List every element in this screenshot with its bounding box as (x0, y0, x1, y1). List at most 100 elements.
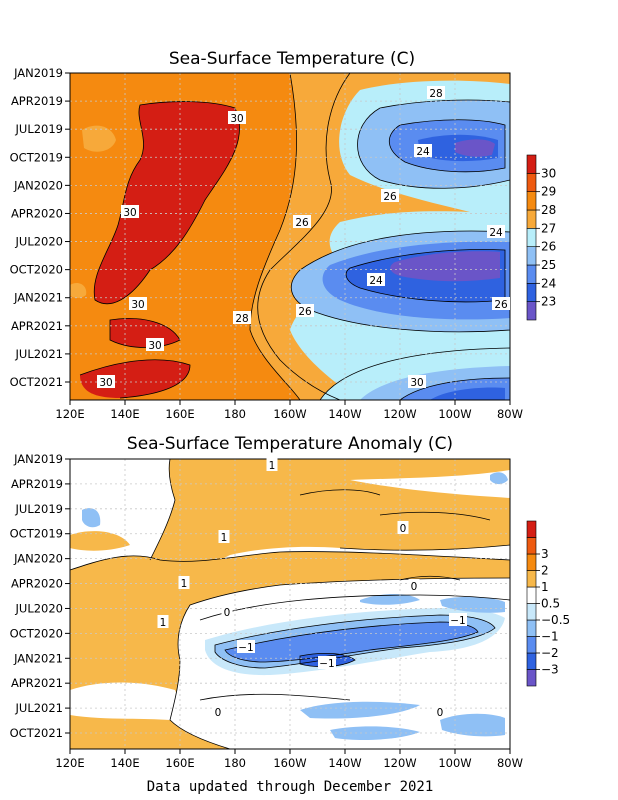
sst-panel: Sea-Surface Temperature (C) (10, 49, 557, 421)
contour-label-bg (414, 144, 432, 157)
y-tick-label: JUL2020 (15, 601, 63, 615)
colorbar-label: 3 (541, 547, 549, 561)
colorbar-swatch (526, 228, 537, 247)
contour-label: 26 (383, 191, 397, 203)
colorbar-swatch (526, 553, 537, 571)
y-tick-label: APR2020 (11, 206, 63, 220)
colorbar-swatch (526, 283, 537, 302)
contour-label-bg (318, 656, 336, 669)
contour-label: 30 (131, 299, 144, 311)
colorbar-label: 2 (541, 564, 549, 578)
contour-label: 0 (437, 707, 444, 719)
x-tick-label: 180 (224, 756, 246, 770)
contour-label: 0 (215, 707, 222, 719)
colorbar-swatch (526, 537, 537, 555)
colorbar-label: 25 (541, 258, 556, 272)
colorbar-swatch (526, 246, 537, 266)
colorbar-swatch (526, 264, 537, 284)
colorbar-label: 24 (541, 276, 556, 290)
colorbar-label: 30 (541, 166, 556, 180)
colorbar-swatch (526, 209, 537, 229)
contour-label-bg (266, 458, 278, 471)
y-tick-label: JAN2019 (13, 66, 63, 80)
colorbar-label: 28 (541, 203, 556, 217)
contour-label-bg (146, 338, 164, 351)
x-tick-label: 180 (224, 407, 246, 421)
sst-title: Sea-Surface Temperature (C) (169, 49, 415, 69)
contour-label-bg (237, 640, 255, 653)
y-tick-label: JAN2021 (13, 651, 63, 665)
y-tick-label: OCT2020 (10, 626, 63, 640)
contour-label-bg (157, 615, 169, 628)
ssta-field (70, 459, 510, 749)
contour-label-bg (121, 205, 139, 218)
y-tick-label: JUL2019 (15, 122, 63, 136)
contour-label: 24 (416, 146, 430, 158)
x-tick-label: 160W (273, 756, 306, 770)
contour-label-bg (487, 225, 505, 238)
colorbar-swatch (526, 570, 537, 588)
contour-label: 0 (411, 581, 418, 593)
contour-label-bg (381, 189, 399, 202)
y-tick-label: JAN2021 (13, 291, 63, 305)
ssta-colorbar: −3 −2 −1 −0.5 0.5 1 2 3 (526, 520, 570, 687)
contour-label: 26 (298, 306, 312, 318)
contour-label-bg (492, 297, 510, 310)
sst-field (70, 73, 510, 400)
contour-label: 30 (123, 207, 136, 219)
y-tick-label: JAN2019 (13, 452, 63, 466)
contour-label-bg (408, 579, 420, 592)
x-tick-label: 140W (328, 756, 361, 770)
x-tick-label: 120E (55, 756, 84, 770)
contour-label-bg (427, 86, 445, 99)
y-tick-label: JUL2020 (15, 235, 63, 249)
y-tick-label: JUL2019 (15, 502, 63, 516)
contour-label: −1 (319, 658, 334, 670)
colorbar-label: −1 (541, 630, 559, 644)
colorbar-swatch (526, 603, 537, 621)
x-tick-label: 80W (497, 756, 523, 770)
colorbar-swatch (526, 520, 537, 538)
contour-label: −1 (238, 642, 253, 654)
contour-label: 28 (235, 313, 248, 325)
x-tick-label: 160E (165, 756, 194, 770)
y-tick-label: JAN2020 (13, 552, 63, 566)
colorbar-swatch (526, 619, 537, 637)
contour-label: −1 (450, 615, 465, 627)
colorbar-swatch (526, 652, 537, 670)
colorbar-label: 23 (541, 295, 556, 309)
contour-label-bg (228, 111, 246, 124)
y-tick-label: OCT2019 (10, 527, 63, 541)
y-tick-label: OCT2021 (10, 726, 63, 740)
ssta-title: Sea-Surface Temperature Anomaly (C) (127, 434, 453, 454)
colorbar-label: −3 (541, 663, 559, 677)
contour-label: 1 (221, 532, 228, 544)
contour-label: 0 (224, 607, 231, 619)
contour-label: 1 (269, 460, 276, 472)
colorbar-swatch (526, 301, 537, 321)
contour-label: 28 (429, 88, 442, 100)
contour-label-bg (221, 605, 233, 618)
colorbar-label: 26 (541, 240, 556, 254)
contour-label: 30 (410, 377, 423, 389)
colorbar-swatch (526, 636, 537, 654)
colorbar-label: −2 (541, 646, 559, 660)
y-tick-label: APR2019 (11, 477, 63, 491)
x-tick-label: 100W (438, 407, 471, 421)
y-tick-label: JUL2021 (15, 701, 63, 715)
colorbar-swatch (526, 669, 537, 687)
y-tick-label: APR2020 (11, 577, 63, 591)
sst-colorbar: 23 24 25 26 27 28 29 30 (526, 154, 556, 321)
contour-label-bg (397, 521, 409, 534)
contour-label: 1 (160, 617, 167, 629)
x-tick-label: 120W (383, 756, 416, 770)
contour-label-bg (129, 297, 147, 310)
x-tick-label: 160W (273, 407, 306, 421)
contour-label-bg (178, 576, 190, 589)
colorbar-swatch (526, 173, 537, 192)
y-tick-label: OCT2019 (10, 150, 63, 164)
y-tick-label: APR2021 (11, 676, 63, 690)
colorbar-label: 27 (541, 221, 556, 235)
contour-label: 24 (369, 275, 383, 287)
